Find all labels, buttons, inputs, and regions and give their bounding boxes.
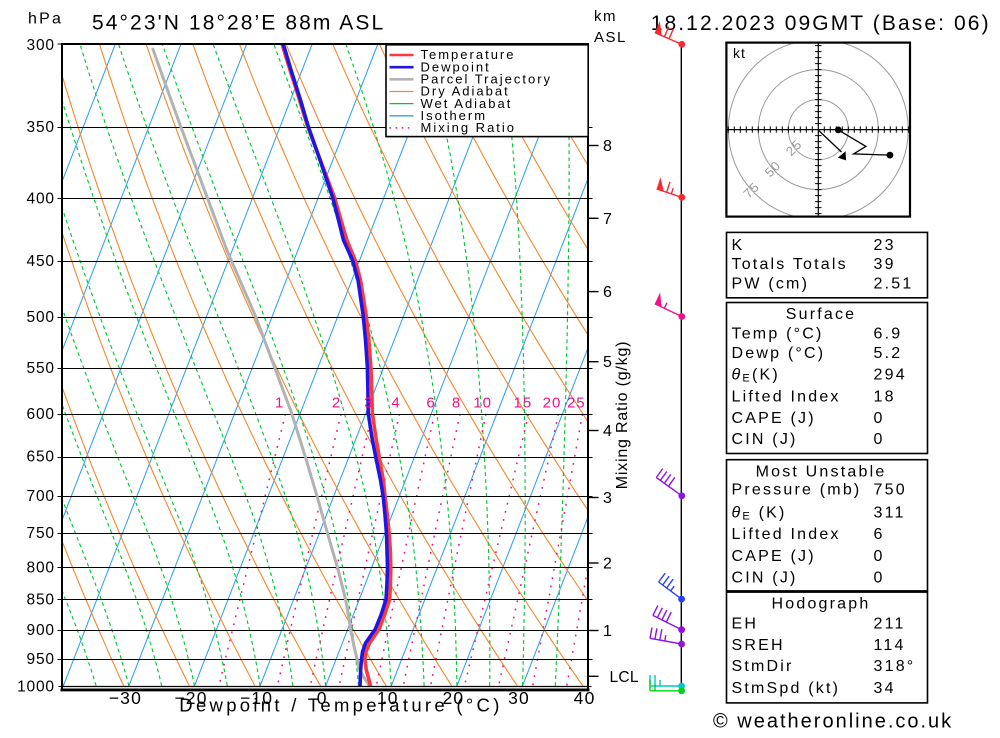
svg-text:Mixing Ratio: Mixing Ratio [421,120,517,135]
svg-text:Dewpoint / Temperature (°C): Dewpoint / Temperature (°C) [179,695,502,716]
svg-text:10: 10 [473,395,492,412]
svg-text:0: 0 [317,688,328,708]
svg-text:4: 4 [603,423,612,440]
svg-text:−30: −30 [109,688,142,708]
svg-text:0: 0 [874,548,885,565]
svg-text:Dewp (°C): Dewp (°C) [732,345,826,362]
svg-text:25: 25 [567,395,586,412]
svg-text:23: 23 [874,237,896,254]
svg-text:Parcel Trajectory: Parcel Trajectory [421,72,553,87]
svg-text:7: 7 [603,211,612,228]
svg-text:Dry Adiabat: Dry Adiabat [421,84,510,99]
svg-text:0: 0 [874,410,885,427]
svg-text:StmSpd (kt): StmSpd (kt) [732,680,841,697]
svg-text:CAPE (J): CAPE (J) [732,410,816,427]
svg-text:311: 311 [874,505,906,522]
svg-text:Totals Totals: Totals Totals [732,256,848,273]
svg-text:294: 294 [874,366,907,383]
svg-text:Temperature: Temperature [421,47,516,62]
svg-text:ASL: ASL [594,29,627,46]
svg-text:Mixing Ratio (g/kg): Mixing Ratio (g/kg) [614,341,631,490]
svg-text:5.2: 5.2 [874,345,903,362]
svg-text:1: 1 [603,623,612,640]
svg-text:Surface: Surface [786,306,857,323]
svg-text:5: 5 [603,354,612,371]
svg-text:400: 400 [27,190,55,207]
svg-text:Isotherm: Isotherm [421,108,488,123]
svg-text:4: 4 [391,395,400,412]
svg-text:1000: 1000 [17,679,55,696]
svg-text:−20: −20 [174,688,207,708]
svg-text:θE (K): θE (K) [732,505,787,523]
svg-text:Most Unstable: Most Unstable [756,463,887,480]
svg-text:114: 114 [874,637,906,654]
svg-text:20: 20 [442,688,464,708]
svg-text:600: 600 [27,406,55,423]
svg-text:1: 1 [275,395,284,412]
svg-text:2: 2 [332,395,341,412]
svg-text:750: 750 [874,481,907,498]
svg-text:© weatheronline.co.uk: © weatheronline.co.uk [713,711,953,733]
svg-text:20: 20 [543,395,562,412]
svg-text:Hodograph: Hodograph [772,595,871,612]
svg-text:LCL: LCL [610,669,639,686]
svg-text:θE(K): θE(K) [732,366,780,384]
svg-text:0: 0 [874,569,885,586]
svg-text:Wet Adiabat: Wet Adiabat [421,96,513,111]
svg-text:18.12.2023 09GMT (Base: 06): 18.12.2023 09GMT (Base: 06) [651,12,991,35]
svg-text:10: 10 [377,688,399,708]
svg-text:SREH: SREH [732,637,785,654]
svg-text:6: 6 [603,284,612,301]
svg-text:34: 34 [874,680,896,697]
svg-text:850: 850 [27,592,55,609]
svg-text:350: 350 [27,119,55,136]
svg-text:−10: −10 [240,688,273,708]
svg-text:450: 450 [27,253,55,270]
svg-text:650: 650 [27,449,55,466]
svg-text:8: 8 [603,138,612,155]
svg-text:2: 2 [603,556,612,573]
svg-text:CIN (J): CIN (J) [732,431,798,448]
svg-text:CIN (J): CIN (J) [732,569,798,586]
svg-text:39: 39 [874,256,896,273]
svg-text:3: 3 [364,395,373,412]
svg-text:900: 900 [27,622,55,639]
svg-text:kt: kt [733,45,746,61]
svg-text:800: 800 [27,559,55,576]
svg-text:Pressure (mb): Pressure (mb) [732,481,862,498]
svg-text:300: 300 [27,37,55,54]
svg-text:30: 30 [508,688,530,708]
svg-text:2.51: 2.51 [874,276,914,293]
svg-text:18: 18 [874,388,896,405]
svg-text:Lifted Index: Lifted Index [732,526,841,543]
svg-text:750: 750 [27,525,55,542]
svg-text:Temp (°C): Temp (°C) [732,326,824,343]
svg-text:40: 40 [574,688,596,708]
svg-text:6: 6 [426,395,435,412]
svg-text:950: 950 [27,651,55,668]
svg-text:54°23'N 18°28’E 88m ASL: 54°23'N 18°28’E 88m ASL [92,12,385,35]
svg-text:Dewpoint: Dewpoint [421,59,491,74]
svg-text:Lifted Index: Lifted Index [732,388,841,405]
svg-text:3: 3 [603,490,612,507]
svg-text:0: 0 [874,431,885,448]
svg-text:PW (cm): PW (cm) [732,276,810,293]
svg-text:CAPE (J): CAPE (J) [732,548,816,565]
svg-text:15: 15 [514,395,533,412]
svg-text:km: km [594,8,617,25]
svg-text:6: 6 [874,526,885,543]
svg-text:6.9: 6.9 [874,326,903,343]
svg-text:EH: EH [732,615,759,632]
svg-text:8: 8 [452,395,461,412]
svg-text:211: 211 [874,615,906,632]
svg-text:K: K [732,237,745,254]
svg-text:hPa: hPa [28,11,63,28]
svg-text:550: 550 [27,360,55,377]
svg-text:700: 700 [27,488,55,505]
svg-text:StmDir: StmDir [732,658,794,675]
svg-text:318°: 318° [874,658,916,675]
svg-text:500: 500 [27,309,55,326]
